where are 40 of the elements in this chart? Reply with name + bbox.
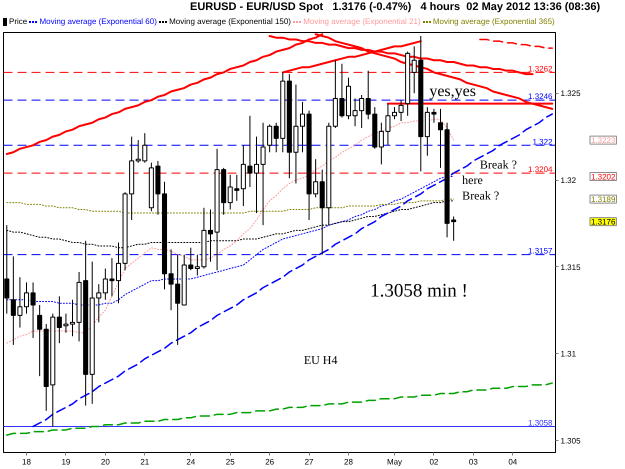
- legend-label: Moving average (Exponential 365): [432, 17, 555, 26]
- ref-line-label: 1.322: [532, 137, 554, 146]
- y-tick-label: 1.305: [560, 436, 582, 446]
- annotation: Break ?: [462, 188, 500, 202]
- x-tick-label: 26: [265, 458, 275, 466]
- ref-line-label: 1.3246: [528, 92, 554, 102]
- legend-label: Price: [9, 17, 28, 26]
- y-tick-label: 1.32: [560, 176, 577, 186]
- text: 1.3202: [590, 172, 616, 182]
- ref-line-label: 1.3058: [528, 418, 554, 428]
- legend-label: Moving average (Exponential 60): [39, 17, 157, 26]
- ref-line-label: 1.3157: [528, 246, 554, 256]
- legend-label: Moving average (Exponential 21): [303, 17, 421, 26]
- ref-line-label: 1.3204: [528, 165, 554, 174]
- text: 1.3176: [590, 218, 616, 227]
- x-tick-label: 28: [344, 458, 354, 466]
- x-tick-label: 04: [508, 458, 518, 466]
- ref-line-label: 1.3262: [528, 64, 554, 74]
- x-tick-label: 21: [140, 458, 150, 466]
- annotation: EU H4: [304, 353, 338, 368]
- annotation: Break ?: [480, 157, 517, 172]
- y-tick-label: 1.325: [560, 89, 582, 98]
- x-tick-label: 03: [468, 458, 478, 466]
- x-tick-label: 18: [22, 458, 32, 466]
- x-tick-label: 27: [304, 458, 314, 466]
- text: 1.3189: [590, 195, 616, 204]
- annotation: yes,yes: [429, 82, 476, 100]
- legend-label: Moving average (Exponential 150): [169, 17, 291, 26]
- text: 1.3223: [590, 136, 616, 146]
- annotation: 1.3058 min !: [370, 280, 468, 302]
- chart-title: EURUSD - EUR/USD Spot 1.3176 (-0.47%) 4 hours 02 May 2012 13:36 (08:36): [189, 0, 602, 15]
- annotation: here: [462, 172, 483, 187]
- x-tick-label: 19: [61, 458, 71, 466]
- x-tick-label: May: [386, 458, 402, 466]
- y-tick-label: 1.31: [560, 350, 577, 359]
- x-tick-label: 25: [226, 458, 236, 466]
- x-tick-label: 24: [186, 458, 196, 466]
- x-tick-label: 02: [429, 458, 439, 466]
- x-tick-label: 20: [100, 458, 110, 466]
- y-tick-label: 1.315: [560, 262, 582, 272]
